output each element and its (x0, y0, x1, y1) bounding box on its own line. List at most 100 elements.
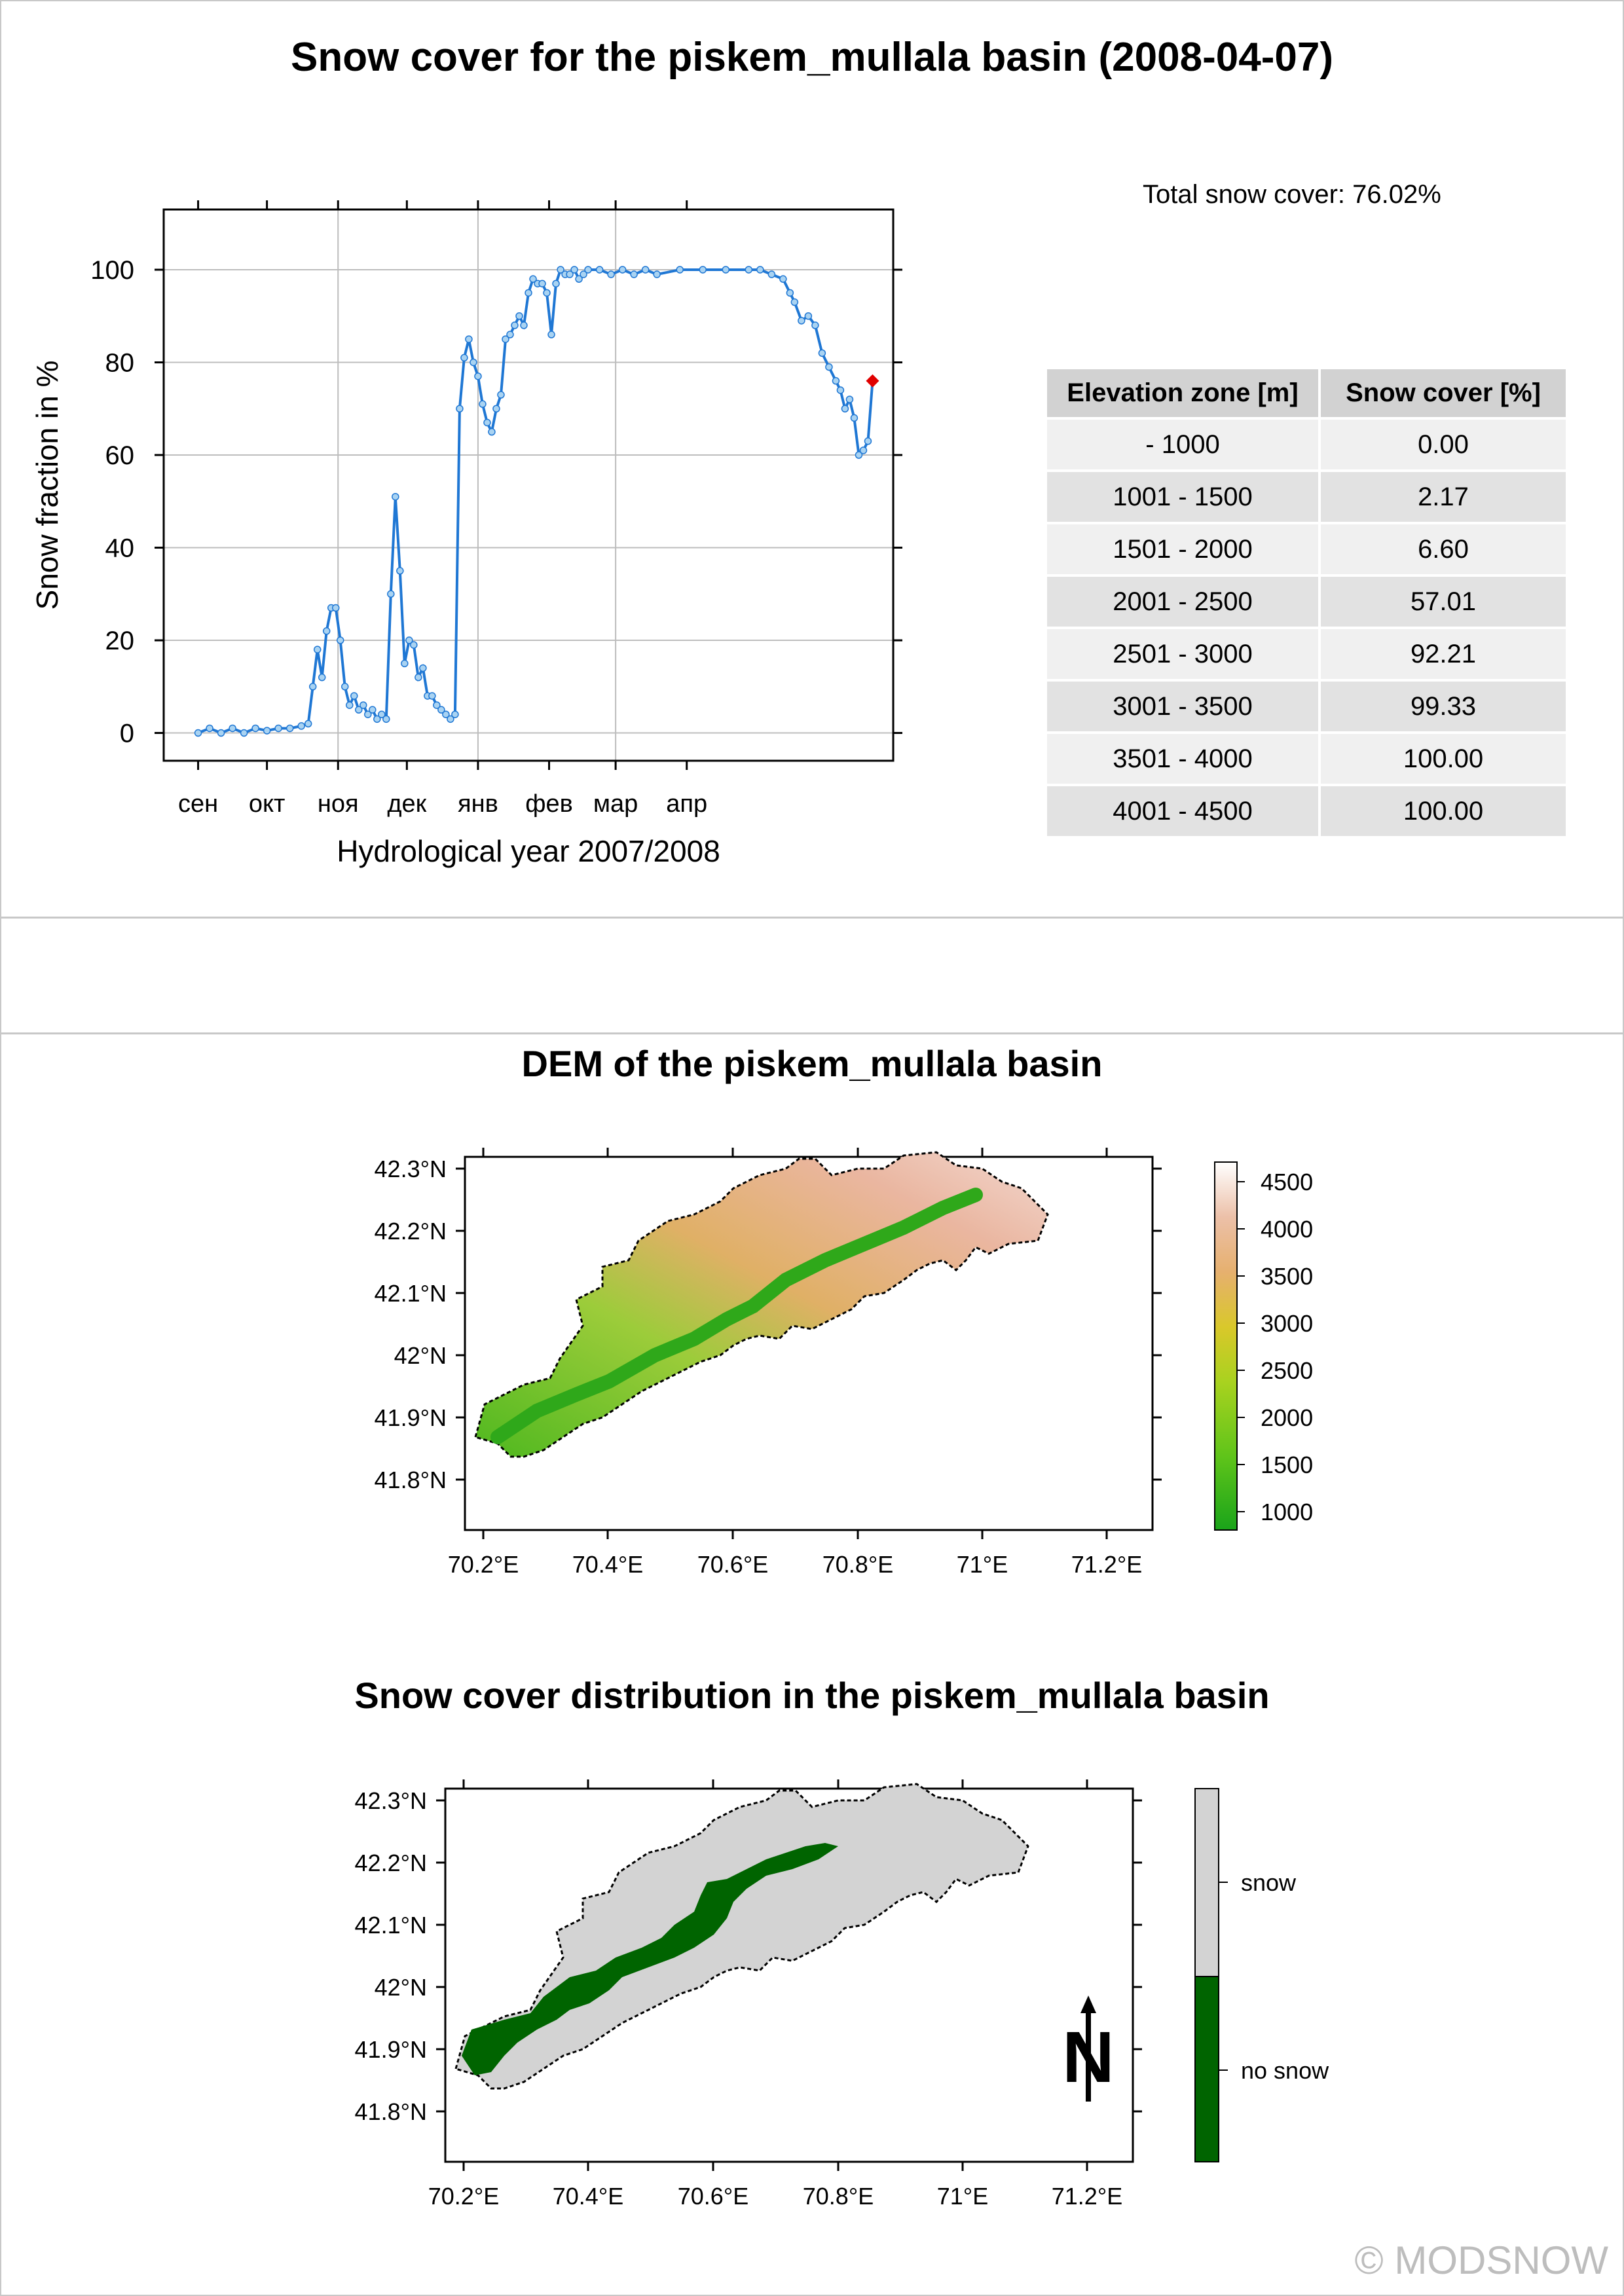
plot-frame (162, 208, 895, 762)
lon-tick-label: 70.2°E (428, 2183, 499, 2210)
data-point (470, 358, 477, 367)
snow-cover-map: 42.3°N 42.2°N 42.1°N 42°N 41.9°N 41.8°N 70.2°E… (355, 1779, 1329, 2210)
data-point (492, 405, 500, 413)
data-point (497, 391, 505, 399)
data-point (387, 590, 395, 598)
total-snow-cover: Total snow cover: 76.02% (1143, 180, 1441, 209)
series-line (197, 267, 874, 735)
lon-tick-label: 71°E (937, 2183, 988, 2210)
data-point (557, 266, 564, 274)
legend-tick-label: 4000 (1261, 1216, 1313, 1243)
y-axis: 0 20 40 60 80 100 (90, 256, 902, 748)
data-point (811, 321, 819, 329)
x-axis: сен окт ноя дек янв фев мар апр (178, 200, 707, 818)
data-point (355, 706, 363, 714)
data-point (405, 636, 413, 644)
data-point (488, 428, 496, 436)
lat-tick-label: 42°N (375, 1974, 427, 2001)
data-point (502, 335, 509, 343)
data-point (419, 664, 427, 672)
data-point (415, 673, 422, 682)
data-point (428, 692, 436, 700)
data-point (575, 275, 583, 283)
lat-tick-label: 42.3°N (355, 1787, 427, 1814)
copyright: © MODSNOW (1354, 2238, 1608, 2282)
y-tick-label: 80 (105, 348, 135, 377)
data-point (364, 710, 372, 718)
data-point (864, 437, 872, 445)
section-divider (0, 917, 1624, 919)
legend-tick-label: 4500 (1261, 1169, 1313, 1195)
data-point (584, 266, 592, 274)
legend-tick-label: 2500 (1261, 1357, 1313, 1384)
data-point (570, 266, 578, 274)
data-point (515, 312, 523, 320)
data-point (194, 729, 202, 737)
data-point (756, 266, 764, 274)
data-point (479, 400, 487, 408)
table-row: 1001 - 1500 2.17 (1047, 472, 1566, 522)
lon-tick-label: 70.6°E (678, 2183, 748, 2210)
data-point (396, 567, 404, 575)
data-point (506, 331, 514, 338)
snow-fraction-chart: 0 20 40 60 80 100 сен окт ноя дек янв фев мар апр Hy… (30, 200, 902, 868)
data-point (308, 683, 317, 691)
data-point (618, 266, 627, 274)
data-point (331, 604, 340, 612)
lon-tick-label: 70.6°E (697, 1551, 768, 1578)
data-point (547, 331, 555, 338)
data-point (456, 405, 464, 413)
data-point (336, 636, 344, 644)
data-point (369, 706, 377, 714)
data-point (460, 354, 468, 362)
data-point (745, 266, 753, 274)
data-point (313, 646, 322, 653)
snow-cover-cell: 100.00 (1321, 786, 1566, 836)
x-tick-label: дек (387, 790, 426, 818)
y-tick-label: 20 (105, 627, 135, 655)
data-point (229, 724, 236, 733)
data-point (607, 270, 615, 278)
data-point (529, 275, 537, 283)
data-point (286, 724, 294, 733)
data-point (511, 321, 519, 329)
data-point (483, 418, 491, 427)
data-point (538, 280, 546, 287)
legend-tick-label: 2000 (1261, 1404, 1313, 1431)
data-point (825, 363, 833, 371)
legend-tick-label: 1500 (1261, 1451, 1313, 1478)
x-tick-label: сен (178, 790, 218, 818)
lat-tick-label: 42°N (394, 1342, 447, 1369)
elevation-zone-cell: 3001 - 3500 (1047, 682, 1318, 731)
section-divider (0, 1032, 1624, 1034)
legend-tick-label: 1000 (1261, 1499, 1313, 1525)
table-header-row: Elevation zone [m] Snow cover [%] (1047, 369, 1566, 417)
x-tick-label: апр (666, 790, 707, 818)
data-point (447, 715, 454, 723)
lat-tick-label: 42.1°N (375, 1280, 447, 1307)
snow-map-title: Snow cover distribution in the piskem_mu… (354, 1675, 1270, 1716)
data-point (580, 270, 587, 278)
data-point (566, 270, 574, 278)
data-point (525, 289, 532, 297)
column-header: Snow cover [%] (1321, 369, 1566, 417)
data-point (382, 715, 390, 723)
data-point (845, 395, 854, 403)
lon-tick-label: 70.8°E (822, 1551, 893, 1578)
lat-tick-label: 41.8°N (375, 1467, 447, 1493)
x-tick-label: ноя (318, 790, 359, 818)
lat-tick-label: 41.9°N (355, 2036, 427, 2063)
data-point (779, 275, 787, 283)
data-point (855, 451, 863, 459)
y-tick-label: 0 (120, 720, 134, 748)
table-row: 1501 - 2000 6.60 (1047, 524, 1566, 574)
data-point (832, 377, 840, 385)
data-point (841, 405, 849, 413)
data-point (346, 701, 354, 709)
snow-cover-cell: 6.60 (1321, 524, 1566, 574)
lon-tick-label: 70.8°E (803, 2183, 874, 2210)
data-point (465, 335, 473, 343)
elevation-snow-table: Elevation zone [m] Snow cover [%] - 1000… (1044, 367, 1568, 839)
data-point (274, 724, 282, 733)
dem-valley (490, 1188, 983, 1444)
